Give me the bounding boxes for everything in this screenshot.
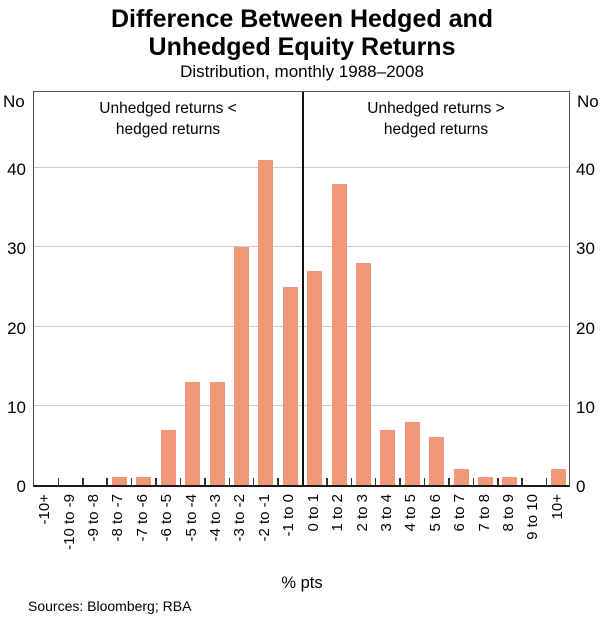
x-axis-tick — [252, 478, 255, 485]
x-axis-tick — [228, 478, 231, 485]
x-axis-tick — [57, 478, 60, 485]
x-axis-tick — [545, 478, 548, 485]
x-axis-tick — [82, 478, 84, 485]
x-tick-label-text: 10+ — [548, 494, 566, 520]
bar — [551, 469, 567, 485]
x-tick-label-text: 6 to 7 — [451, 494, 469, 532]
x-axis-tick — [130, 478, 133, 485]
chart-title-line2: Unhedged Equity Returns — [148, 33, 456, 62]
y-axis-unit-left: No — [3, 92, 25, 111]
x-tick-label-text: 7 to 8 — [475, 494, 493, 532]
annotation-left-line2: hedged returns — [115, 120, 221, 138]
x-tick-label-text: -8 to -7 — [109, 494, 127, 542]
x-axis-tick — [472, 478, 475, 485]
bar — [453, 469, 469, 485]
bar — [429, 437, 445, 485]
x-tick-label-text: -3 to -2 — [231, 494, 249, 542]
chart-subtitle: Distribution, monthly 1988–2008 — [180, 62, 424, 81]
y-tick-label-right: 0 — [576, 477, 586, 496]
y-tick-label-right: 20 — [576, 318, 595, 338]
y-tick-label-left: 30 — [7, 239, 26, 259]
bar — [209, 382, 225, 485]
y-tick-label-right: 40 — [576, 160, 595, 180]
bar — [307, 271, 323, 485]
x-tick-label-text: 0 to 1 — [304, 494, 322, 532]
annotation-right-line1: Unhedged returns > — [367, 100, 505, 117]
x-tick-label-text: 1 to 2 — [329, 494, 347, 532]
chart-title-line1: Difference Between Hedged and — [110, 5, 494, 33]
x-tick-label-text: 2 to 3 — [353, 494, 371, 532]
x-axis-tick — [326, 478, 328, 485]
x-axis-tick — [448, 478, 450, 485]
x-tick-label-text: 5 to 6 — [426, 494, 444, 532]
x-tick-label-text: 4 to 5 — [402, 494, 420, 532]
zero-divider-line — [301, 92, 304, 485]
x-axis-tick — [106, 478, 108, 485]
y-tick-label-left: 20 — [7, 318, 26, 338]
x-tick-label-text: -10 to -9 — [60, 494, 78, 550]
bar — [356, 263, 372, 485]
sources-note: Sources: Bloomberg; RBA — [28, 598, 192, 614]
bar — [160, 429, 176, 485]
x-axis-tick — [204, 478, 206, 485]
bar — [185, 382, 201, 485]
plot-area: Unhedged returns < hedged returns Unhedg… — [33, 91, 570, 487]
bar — [380, 429, 396, 485]
bar — [233, 247, 249, 485]
chart-title: Difference Between Hedged and Unhedged E… — [0, 5, 604, 62]
x-axis-tick — [155, 478, 157, 485]
annotation-right: Unhedged returns > hedged returns — [303, 99, 569, 141]
bar — [282, 287, 298, 485]
x-axis-tick — [423, 478, 426, 485]
x-axis-tick — [179, 478, 182, 485]
x-axis-tick — [521, 478, 523, 485]
x-tick-label-text: 8 to 9 — [499, 494, 517, 532]
x-tick-label-text: 3 to 4 — [377, 494, 395, 532]
x-tick-label-text: -6 to -5 — [158, 494, 176, 542]
annotation-left: Unhedged returns < hedged returns — [34, 99, 302, 141]
bar — [478, 477, 494, 485]
y-tick-label-right: 10 — [576, 397, 595, 417]
bar — [258, 160, 274, 485]
x-axis-tick — [350, 478, 353, 485]
y-tick-label-left: 40 — [7, 160, 26, 180]
bar — [502, 477, 518, 485]
bar — [331, 184, 347, 485]
annotation-left-line1: Unhedged returns < — [99, 100, 237, 117]
x-tick-label-text: -2 to -1 — [255, 494, 273, 542]
y-tick-label-right: 30 — [576, 239, 595, 259]
x-axis-tick — [497, 478, 499, 485]
x-axis-title: % pts — [281, 574, 323, 592]
y-axis-unit-right: No — [577, 92, 599, 111]
x-axis-tick — [374, 478, 377, 485]
x-tick-label-text: -1 to 0 — [280, 494, 298, 537]
y-tick-label-left: 10 — [7, 397, 26, 417]
x-axis-tick — [277, 478, 279, 485]
x-tick-label-text: -5 to -4 — [182, 494, 200, 542]
annotation-right-line2: hedged returns — [383, 120, 489, 138]
bar — [136, 477, 152, 485]
x-tick-label-text: -10+ — [36, 494, 54, 525]
x-tick-label-text: -9 to -8 — [85, 494, 103, 542]
y-tick-label-left: 0 — [16, 477, 26, 496]
bar — [111, 477, 127, 485]
bar — [404, 421, 420, 485]
x-axis-tick — [399, 478, 401, 485]
x-tick-label-text: -7 to -6 — [133, 494, 151, 542]
x-tick-label-text: 9 to 10 — [524, 494, 542, 540]
x-tick-label-text: -4 to -3 — [207, 494, 225, 542]
